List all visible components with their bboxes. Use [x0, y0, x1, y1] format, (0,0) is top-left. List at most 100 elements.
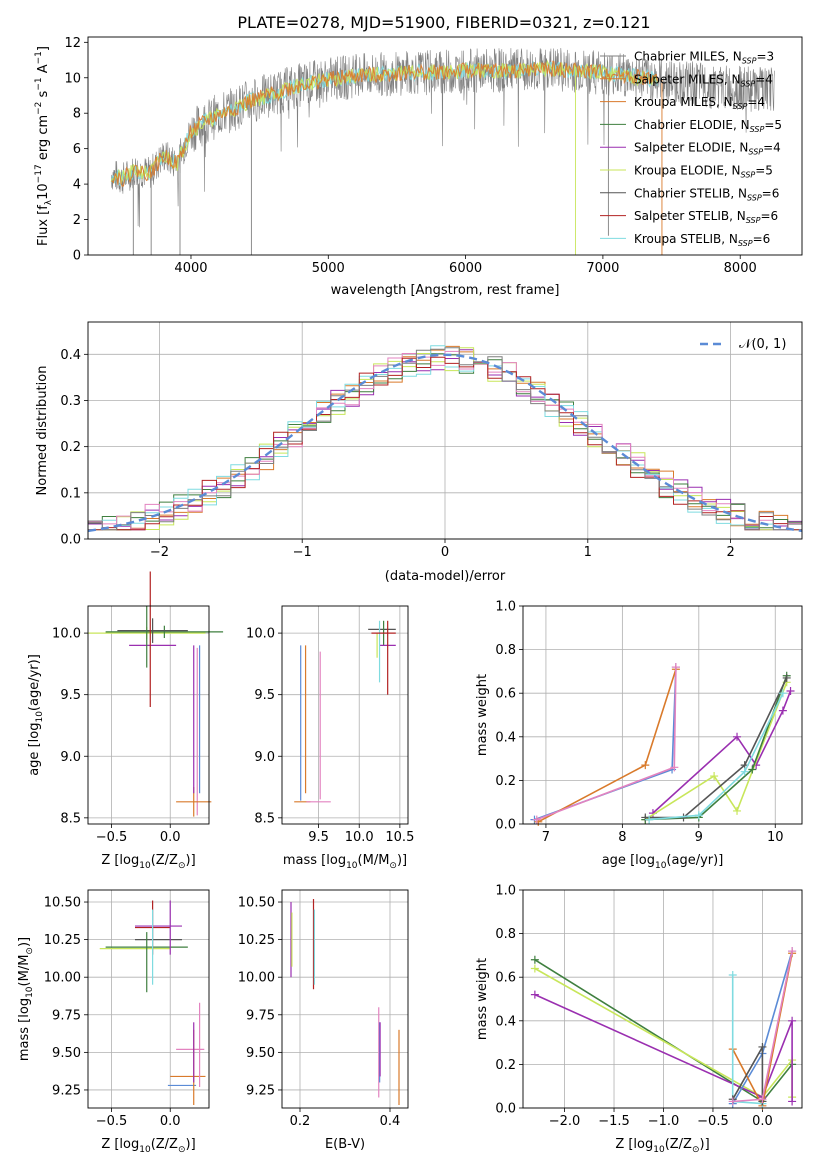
y-tick-label: 8 — [73, 107, 81, 122]
x-tick-label: 0.0 — [160, 830, 181, 845]
y-tick-label: 0.8 — [495, 927, 516, 942]
x-tick-label: −2 — [150, 545, 169, 560]
legend-entry: Salpeter STELIB, NSSP=6 — [634, 209, 778, 225]
x-tick-label: −1.0 — [648, 1114, 680, 1129]
weight-marker — [782, 673, 791, 682]
age-vs-mass-axes: 9.5 10.0 10.5 8.5 9.0 9.5 10.0 mass [log10(M/M⊙… — [246, 605, 414, 871]
weight-marker — [733, 732, 742, 741]
y-tick-label: 0.2 — [495, 774, 516, 789]
y-tick-label: 0.0 — [495, 818, 516, 833]
y-tick-label: 0.2 — [60, 440, 81, 455]
x-axis-label: wavelength [Angstrom, rest frame] — [331, 283, 560, 298]
x-tick-label: 0.0 — [160, 1114, 181, 1129]
weight-marker — [728, 971, 737, 980]
mass-vs-ebv-axes: 0.2 0.4 9.25 9.50 9.75 10.00 10.25 10.50 E(B-V) — [238, 889, 409, 1152]
residual-axes: −2 −1 0 1 2 0.0 0.1 0.2 0.3 0.4 (data-model)/error… — [35, 321, 803, 584]
y-tick-label: 9.5 — [254, 688, 275, 703]
x-tick-label: −1.5 — [598, 1114, 630, 1129]
x-axis-label: age [log10(age/yr)] — [602, 853, 724, 871]
y-tick-label: 9.25 — [52, 1083, 81, 1098]
legend-entry: Chabrier MILES, NSSP=3 — [634, 50, 774, 66]
x-axis-label: E(B-V) — [325, 1137, 365, 1152]
y-tick-label: 4 — [73, 178, 81, 193]
legend-entry: Chabrier STELIB, NSSP=6 — [634, 186, 779, 202]
x-tick-label: 10 — [767, 830, 784, 845]
y-tick-label: 0.0 — [495, 1102, 516, 1117]
y-tick-label: 8.5 — [60, 811, 81, 826]
y-tick-label: 1.0 — [495, 884, 516, 899]
weight-marker — [532, 815, 541, 824]
weight-series — [645, 675, 788, 821]
weight-marker — [788, 947, 797, 956]
weight-series — [731, 975, 763, 1105]
weight-marker — [530, 964, 539, 973]
y-axis-label: Flux [fλ10−17 erg cm−2 s−1 A−1] — [34, 46, 54, 246]
y-tick-label: 1.0 — [495, 600, 516, 615]
weight-marker — [788, 1097, 797, 1106]
x-tick-label: −0.5 — [96, 1114, 128, 1129]
y-tick-label: 9.50 — [52, 1046, 81, 1061]
y-tick-label: 10.00 — [44, 971, 81, 986]
y-axis-label: mass weight — [475, 958, 490, 1040]
observed-spectrum — [111, 47, 775, 228]
histogram-series — [87, 356, 802, 539]
x-tick-label: −0.5 — [96, 830, 128, 845]
weight-series — [534, 993, 793, 1102]
weight-series — [536, 666, 677, 821]
weight-series — [732, 1043, 764, 1102]
weight-marker — [758, 1095, 767, 1104]
weight-marker — [728, 1097, 737, 1106]
y-tick-label: 10 — [64, 71, 81, 86]
weight-marker — [786, 687, 795, 696]
x-tick-label: 5000 — [312, 261, 345, 276]
axes-frame — [522, 605, 803, 825]
x-tick-label: 8000 — [724, 261, 757, 276]
axes-frame — [87, 321, 803, 540]
x-axis-label: (data-model)/error — [385, 569, 506, 584]
y-tick-label: 10.00 — [238, 971, 275, 986]
weight-series — [537, 668, 677, 823]
y-tick-label: 9.50 — [246, 1046, 275, 1061]
legend-entry: Salpeter ELODIE, NSSP=4 — [634, 141, 781, 157]
model-spectrum — [111, 60, 658, 187]
y-tick-label: 2 — [73, 213, 81, 228]
y-tick-label: 6 — [73, 142, 81, 157]
y-tick-label: 9.25 — [246, 1083, 275, 1098]
x-tick-label: 0.0 — [752, 1114, 773, 1129]
x-axis-label: Z [log10(Z/Z⊙)] — [101, 1137, 195, 1155]
y-tick-label: 0.4 — [495, 1014, 516, 1029]
x-tick-label: 9.5 — [308, 830, 329, 845]
y-tick-label: 9.75 — [246, 1008, 275, 1023]
x-tick-label: 7000 — [586, 261, 619, 276]
legend-entry: Salpeter MILES, NSSP=4 — [634, 72, 773, 88]
x-tick-label: 10.5 — [385, 830, 414, 845]
y-tick-label: 10.25 — [238, 933, 275, 948]
y-tick-label: 0.8 — [495, 643, 516, 658]
y-tick-label: 0.6 — [495, 971, 516, 986]
y-tick-label: 0.3 — [60, 394, 81, 409]
weight-vs-age-axes: 7 8 9 10 0.0 0.2 0.4 0.6 0.8 1.0 age [log10(age/yr… — [475, 600, 803, 871]
x-tick-label: −1 — [293, 545, 312, 560]
weight-marker — [758, 1042, 767, 1051]
weight-marker — [670, 763, 679, 772]
y-tick-label: 8.5 — [254, 811, 275, 826]
spectrum-axes: 4000 5000 6000 7000 8000 0 2 4 6 8 10 12 wavelength … — [34, 36, 803, 298]
y-axis-label: age [log10(age/yr)] — [27, 654, 45, 776]
y-axis-label: mass [log10(M/M⊙)] — [17, 937, 35, 1061]
weight-marker — [748, 765, 757, 774]
weight-marker — [778, 689, 787, 698]
weight-marker — [740, 767, 749, 776]
x-tick-label: 4000 — [174, 261, 207, 276]
y-tick-label: 0.2 — [495, 1058, 516, 1073]
x-tick-label: 1 — [584, 545, 592, 560]
weight-series — [534, 666, 677, 821]
x-tick-label: −2.0 — [549, 1114, 581, 1129]
histogram-series — [87, 347, 802, 539]
y-tick-label: 9.0 — [60, 750, 81, 765]
y-tick-label: 0 — [73, 249, 81, 264]
y-tick-label: 10.0 — [246, 627, 275, 642]
weight-marker — [530, 990, 539, 999]
axes-frame — [281, 605, 409, 825]
y-tick-label: 9.5 — [60, 688, 81, 703]
